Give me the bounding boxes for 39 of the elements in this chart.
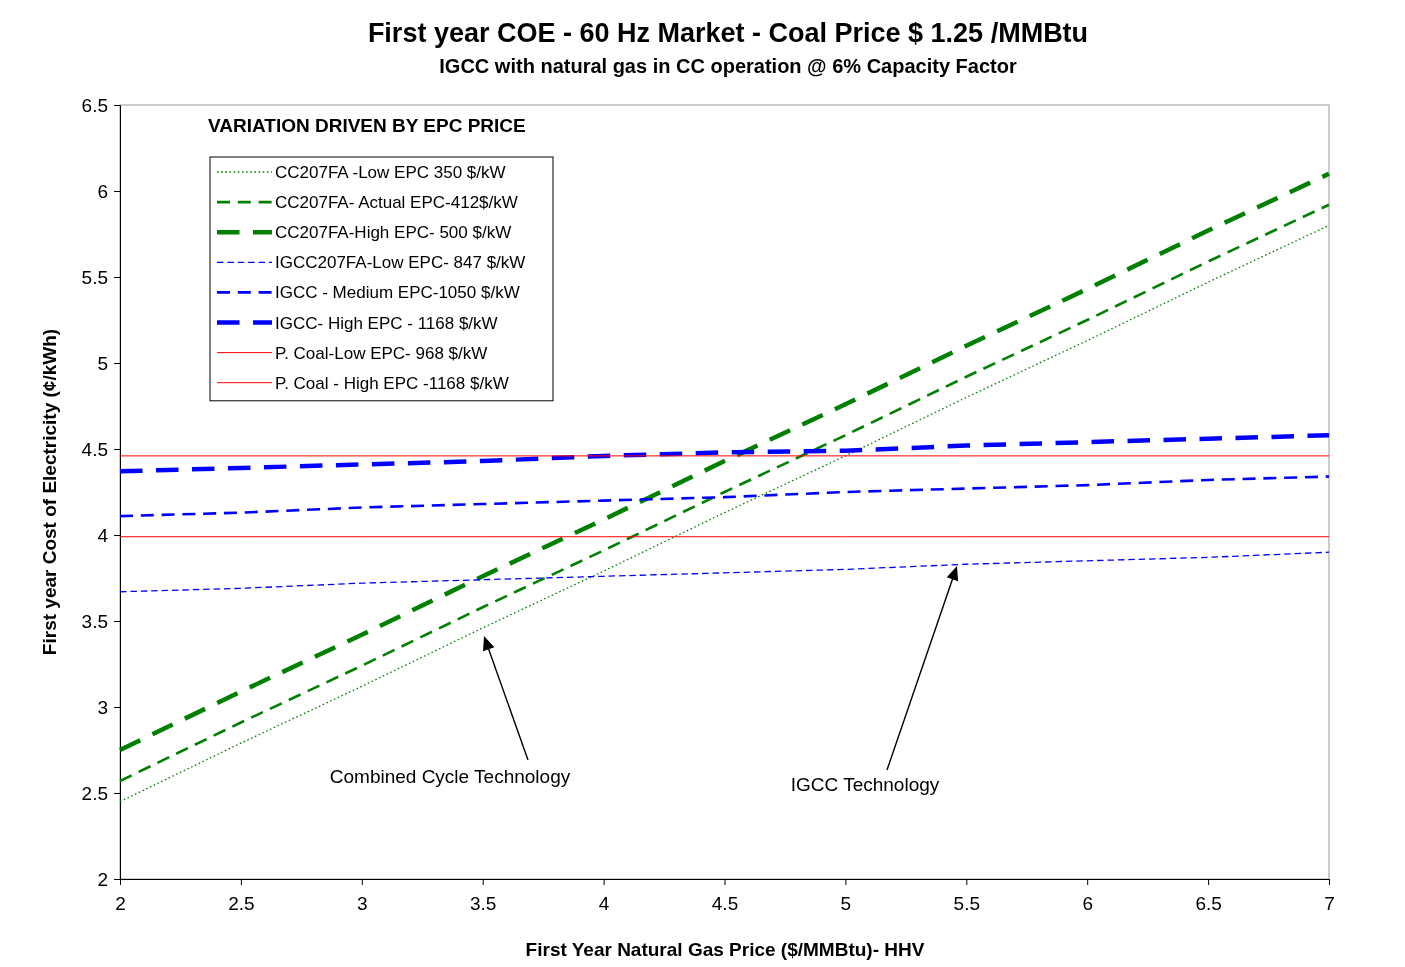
legend-label: CC207FA-High EPC- 500 $/kW [275,223,512,243]
x-tick-label: 3.5 [469,893,497,915]
y-tick-label: 3.5 [81,610,108,632]
y-tick-label: 4 [97,524,109,546]
y-axis-title: First year Cost of Electricity (¢/kWh) [39,328,60,656]
x-tick-label: 2.5 [228,893,255,915]
y-tick-label: 5.5 [81,266,108,288]
x-tick-label: 6.5 [1195,893,1222,915]
y-tick-label: 2 [97,868,108,890]
x-tick-label: 6 [1082,893,1093,915]
annotation: IGCC Technology [790,774,940,795]
legend-label: P. Coal - High EPC -1168 $/kW [275,373,509,393]
x-tick-label: 4 [598,893,610,915]
x-tick-label: 4.5 [711,893,739,915]
legend-title: VARIATION DRIVEN BY EPC PRICE [208,115,526,136]
annotation: Combined Cycle Technology [329,766,571,787]
legend-label: IGCC- High EPC - 1168 $/kW [275,313,498,333]
legend-label: IGCC - Medium EPC-1050 $/kW [275,283,520,303]
x-tick-label: 7 [1324,893,1335,915]
chart-subtitle: IGCC with natural gas in CC operation @ 6% Capacity Factor [439,55,1017,77]
y-tick-label: 4.5 [81,438,108,460]
x-tick-label: 3 [357,893,368,915]
y-tick-label: 2.5 [81,782,108,804]
legend-label: IGCC207FA-Low EPC- 847 $/kW [275,253,526,273]
x-tick-label: 5.5 [953,893,981,915]
line-series [117,432,1332,474]
line-series [119,551,1330,593]
chart-title: First year COE - 60 Hz Market - Coal Price $ 1.25 /MMBtu [367,18,1089,48]
x-axis-title: First Year Natural Gas Price ($/MMBtu)- HHV [525,939,925,960]
y-tick-label: 3 [97,696,108,718]
y-tick-label: 6.5 [81,94,108,116]
legend-label: P. Coal-Low EPC- 968 $/kW [275,343,488,363]
y-tick-label: 6 [97,180,108,202]
x-tick-label: 5 [840,893,852,915]
y-tick-label: 5 [97,352,108,374]
legend-label: CC207FA -Low EPC 350 $/kW [275,163,506,182]
line-series [118,475,1331,518]
x-tick-label: 2 [115,893,126,915]
legend-label: CC207FA- Actual EPC-412$/kW [275,193,518,213]
